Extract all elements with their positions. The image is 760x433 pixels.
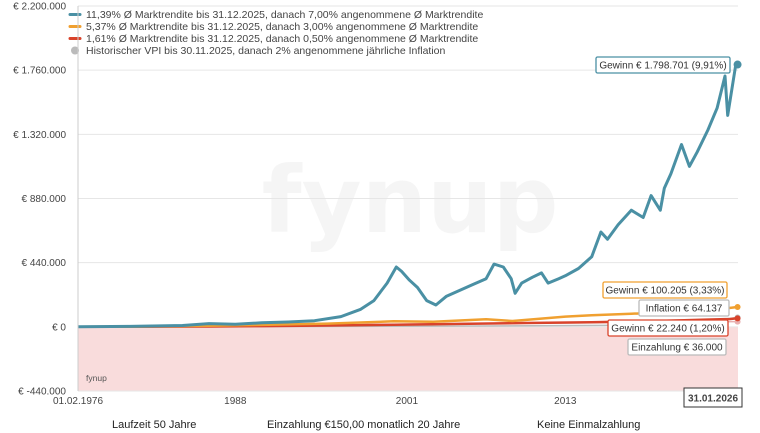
value-label-text: Inflation € 64.137 xyxy=(646,304,723,315)
summary-row: Laufzeit 50 Jahre Einzahlung €150,00 mon… xyxy=(0,419,760,433)
series-end-marker xyxy=(734,303,741,310)
y-tick-label: € 440.000 xyxy=(22,258,67,269)
series-end-marker xyxy=(733,60,742,69)
x-tick-label: 2001 xyxy=(396,396,419,407)
x-tick-label: 1988 xyxy=(224,396,247,407)
end-date-box xyxy=(683,387,743,408)
value-label-text: Gewinn € 1.798.701 (9,91%) xyxy=(599,61,726,72)
y-tick-label: € 0 xyxy=(52,322,66,333)
watermark-text: fynup xyxy=(262,147,559,254)
brand-small-text: fynup xyxy=(86,373,107,383)
value-label-box xyxy=(627,338,727,356)
value-label-text: Gewinn € 100.205 (3,33%) xyxy=(606,286,725,297)
y-tick-label: € -440.000 xyxy=(18,387,66,398)
negative-area xyxy=(78,326,738,391)
series-line xyxy=(78,63,739,329)
legend-swatch[interactable] xyxy=(71,46,79,55)
y-tick-label: € 880.000 xyxy=(22,194,67,205)
legend-item-label: 5,37% Ø Marktrendite bis 31.12.2025, dan… xyxy=(86,21,478,33)
value-label-box xyxy=(602,281,728,299)
end-date-label: 31.01.2026 xyxy=(688,394,738,405)
legend-item-label: 11,39% Ø Marktrendite bis 31.12.2025, da… xyxy=(86,9,483,21)
series-end-marker xyxy=(734,315,741,322)
value-label-text: Gewinn € 22.240 (1,20%) xyxy=(611,324,724,335)
value-label-box xyxy=(638,299,730,317)
x-tick-label: 2013 xyxy=(554,396,577,407)
deposit-text: Einzahlung €150,00 monatlich 20 Jahre xyxy=(267,419,461,431)
value-label-box xyxy=(607,319,729,337)
legend-item-label: 1,61% Ø Marktrendite bis 31.12.2025, dan… xyxy=(86,33,478,45)
duration-text: Laufzeit 50 Jahre xyxy=(112,419,197,431)
x-tick-label: 01.02.1976 xyxy=(53,396,103,407)
value-label-text: Einzahlung € 36.000 xyxy=(631,343,723,354)
value-label-box xyxy=(595,56,731,74)
y-tick-label: € 2.200.000 xyxy=(13,2,66,13)
y-tick-label: € 1.320.000 xyxy=(13,130,66,141)
y-tick-label: € 1.760.000 xyxy=(13,66,66,77)
legend-item-label: Historischer VPI bis 30.11.2025, danach … xyxy=(86,45,446,57)
lumpsum-text: Keine Einmalzahlung xyxy=(537,419,641,431)
